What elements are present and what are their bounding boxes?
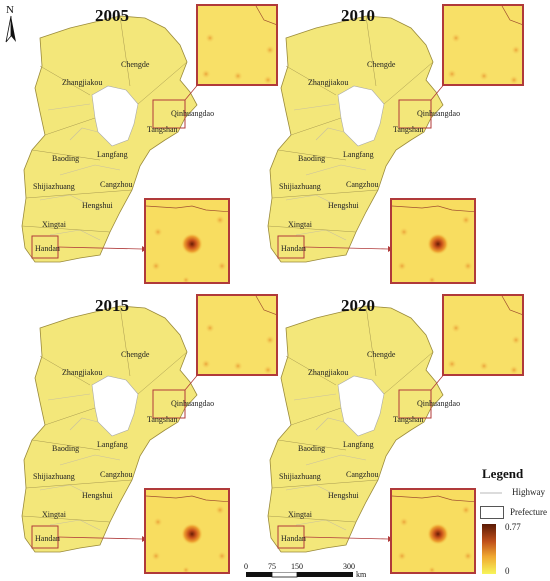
city-label-zhangjiakou: Zhangjiakou [62, 368, 103, 377]
inset-handan [390, 198, 476, 284]
panel-year: 2010 [341, 6, 375, 25]
scale-unit: km [356, 570, 367, 579]
city-label-qinhuangdao: Qinhuangdao [417, 399, 461, 408]
inset-qinhuangdao-tangshan [196, 294, 278, 376]
region-map [21, 15, 201, 263]
city-label-hengshui: Hengshui [82, 491, 113, 500]
city-label-hengshui: Hengshui [328, 201, 359, 210]
city-label-xingtai: Xingtai [288, 220, 312, 229]
map-panel-2010: 2010 [246, 0, 524, 290]
panel-year: 2005 [95, 6, 129, 25]
legend-title: Legend [482, 466, 524, 481]
city-label-handan: Handan [281, 244, 306, 253]
city-label-tangshan: Tangshan [393, 415, 424, 424]
city-label-handan: Handan [35, 534, 60, 543]
city-label-qinhuangdao: Qinhuangdao [171, 109, 215, 118]
inset-qinhuangdao-tangshan [442, 4, 524, 86]
city-label-langfang: Langfang [343, 150, 374, 159]
city-label-chengde: Chengde [121, 60, 150, 69]
city-label-xingtai: Xingtai [288, 510, 312, 519]
map-panel-2020: 2020 [246, 290, 524, 580]
city-label-tangshan: Tangshan [147, 125, 178, 134]
city-label-qinhuangdao: Qinhuangdao [417, 109, 461, 118]
colorbar [482, 524, 496, 574]
north-arrow: N [3, 2, 19, 49]
city-label-zhangjiakou: Zhangjiakou [308, 78, 349, 87]
city-label-baoding: Baoding [52, 444, 80, 453]
city-label-zhangjiakou: Zhangjiakou [308, 368, 349, 377]
scale-tick-150: 150 [291, 562, 303, 571]
inset-qinhuangdao-tangshan [442, 294, 524, 376]
city-label-handan: Handan [281, 534, 306, 543]
region-map [267, 305, 447, 553]
panel-year: 2015 [95, 296, 129, 315]
city-label-baoding: Baoding [52, 154, 80, 163]
panel-year: 2020 [341, 296, 375, 315]
city-label-qinhuangdao: Qinhuangdao [171, 399, 215, 408]
city-label-xingtai: Xingtai [42, 510, 66, 519]
city-label-langfang: Langfang [97, 150, 128, 159]
city-label-langfang: Langfang [343, 440, 374, 449]
city-label-hengshui: Hengshui [328, 491, 359, 500]
city-label-shijiazhuang: Shijiazhuang [33, 182, 75, 191]
city-label-shijiazhuang: Shijiazhuang [33, 472, 75, 481]
city-label-zhangjiakou: Zhangjiakou [62, 78, 103, 87]
region-map [21, 305, 201, 553]
north-label: N [6, 4, 14, 16]
city-label-cangzhou: Cangzhou [346, 470, 379, 479]
scale-tick-300: 300 [343, 562, 355, 571]
highway-line-icon [480, 492, 502, 494]
legend-highway-label: Highway [512, 487, 545, 497]
city-label-langfang: Langfang [97, 440, 128, 449]
inset-handan [144, 198, 230, 284]
city-label-handan: Handan [35, 244, 60, 253]
city-label-shijiazhuang: Shijiazhuang [279, 472, 321, 481]
city-label-chengde: Chengde [367, 350, 396, 359]
region-map [267, 15, 447, 263]
city-label-baoding: Baoding [298, 154, 326, 163]
scale-tick-0: 0 [244, 562, 248, 571]
legend-prefecture-label: Prefecture [510, 507, 547, 517]
colorbar-max-label: 0.77 [505, 522, 521, 532]
map-panel-2015: 2015 [0, 290, 278, 580]
scale-tick-75: 75 [268, 562, 276, 571]
inset-handan [144, 488, 230, 574]
city-label-chengde: Chengde [121, 350, 150, 359]
city-label-shijiazhuang: Shijiazhuang [279, 182, 321, 191]
inset-handan [390, 488, 476, 574]
city-label-tangshan: Tangshan [147, 415, 178, 424]
inset-qinhuangdao-tangshan [196, 4, 278, 86]
city-label-hengshui: Hengshui [82, 201, 113, 210]
prefecture-box-icon [480, 506, 504, 519]
city-label-cangzhou: Cangzhou [100, 180, 133, 189]
city-label-baoding: Baoding [298, 444, 326, 453]
city-label-tangshan: Tangshan [393, 125, 424, 134]
city-label-xingtai: Xingtai [42, 220, 66, 229]
city-label-cangzhou: Cangzhou [346, 180, 379, 189]
colorbar-min-label: 0 [505, 566, 510, 576]
city-label-chengde: Chengde [367, 60, 396, 69]
map-panel-2005: 2005 [0, 0, 278, 290]
city-label-cangzhou: Cangzhou [100, 470, 133, 479]
